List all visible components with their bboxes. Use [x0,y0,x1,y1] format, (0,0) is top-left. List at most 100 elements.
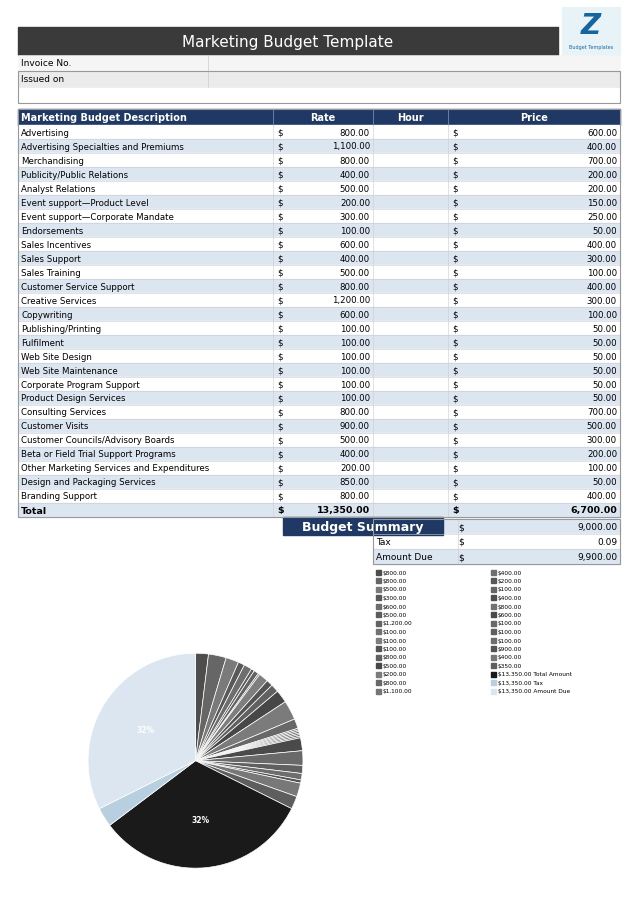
Text: $: $ [452,282,457,291]
Bar [18,420,620,433]
Text: $: $ [277,255,283,263]
Text: $500.00: $500.00 [383,587,407,591]
Text: 100.00: 100.00 [340,324,370,333]
Text: Total: Total [21,506,47,515]
Text: 500.00: 500.00 [587,422,617,431]
Text: 800.00: 800.00 [340,282,370,291]
Bar [376,578,381,583]
Text: $400.00: $400.00 [498,570,523,575]
Bar [491,664,496,668]
Text: 100.00: 100.00 [340,394,370,403]
Text: Hour: Hour [397,113,424,123]
Text: $: $ [452,143,457,152]
Text: 800.00: 800.00 [340,156,370,165]
Text: Customer Visits: Customer Visits [21,422,89,431]
Text: $: $ [277,464,283,473]
Text: Customer Councils/Advisory Boards: Customer Councils/Advisory Boards [21,436,175,445]
Text: $: $ [277,171,283,180]
Text: Price: Price [520,113,548,123]
Text: $: $ [277,380,283,389]
Wedge shape [195,761,301,784]
Text: $: $ [277,240,283,249]
Text: 200.00: 200.00 [587,171,617,180]
Text: $200.00: $200.00 [383,672,407,676]
Text: 100.00: 100.00 [340,352,370,361]
Wedge shape [195,751,303,766]
Text: $: $ [452,380,457,389]
Wedge shape [195,674,260,761]
Text: 50.00: 50.00 [592,394,617,403]
Text: 100.00: 100.00 [587,268,617,277]
Bar [373,535,620,549]
Bar [491,655,496,660]
Text: 250.00: 250.00 [587,212,617,221]
Bar [18,72,620,104]
Wedge shape [195,761,297,809]
Text: 850.00: 850.00 [340,478,370,487]
Text: 500.00: 500.00 [340,436,370,445]
Wedge shape [195,655,226,761]
Text: $100.00: $100.00 [498,629,522,634]
Wedge shape [195,736,300,761]
Bar [18,461,620,476]
Text: Web Site Design: Web Site Design [21,352,92,361]
Bar [18,237,620,252]
Text: $800.00: $800.00 [383,655,407,660]
Bar [18,154,620,168]
Text: $800.00: $800.00 [383,570,407,575]
Text: 100.00: 100.00 [340,366,370,375]
Text: 0.09: 0.09 [597,537,617,546]
Text: $600.00: $600.00 [383,604,407,609]
Bar [491,570,496,575]
Text: 300.00: 300.00 [587,296,617,305]
Text: Merchandising: Merchandising [21,156,84,165]
Bar [491,647,496,651]
Text: $400.00: $400.00 [498,595,523,600]
Text: Amount Due: Amount Due [376,553,433,562]
Wedge shape [195,738,302,761]
Bar [18,209,620,224]
Text: $13,350.00 Amount Due: $13,350.00 Amount Due [498,689,570,694]
Bar [18,392,620,405]
Text: $: $ [452,255,457,263]
Text: 900.00: 900.00 [340,422,370,431]
Bar [18,140,620,154]
Bar [18,336,620,349]
Bar [18,28,558,56]
Bar [373,519,620,535]
Text: $13,350.00 Tax: $13,350.00 Tax [498,680,543,685]
Bar [376,664,381,668]
Text: Consulting Services: Consulting Services [21,408,106,417]
Text: 200.00: 200.00 [587,450,617,459]
Text: 100.00: 100.00 [587,310,617,319]
Bar [491,638,496,643]
Text: 200.00: 200.00 [340,464,370,473]
Text: Fulfilment: Fulfilment [21,338,64,347]
Text: $900.00: $900.00 [498,647,523,651]
Wedge shape [88,654,195,809]
Text: $100.00: $100.00 [498,638,522,643]
Text: 600.00: 600.00 [587,128,617,137]
Bar [18,476,620,489]
Text: $: $ [277,282,283,291]
Text: $100.00: $100.00 [383,638,407,643]
Text: $: $ [277,352,283,361]
Text: 300.00: 300.00 [587,255,617,263]
Text: Advertising: Advertising [21,128,70,137]
Text: $: $ [277,394,283,403]
Text: Corporate Program Support: Corporate Program Support [21,380,140,389]
Text: 700.00: 700.00 [587,408,617,417]
Text: Sales Incentives: Sales Incentives [21,240,91,249]
Text: $: $ [277,143,283,152]
Bar [18,168,620,182]
Text: Sales Training: Sales Training [21,268,81,277]
Bar [18,280,620,293]
Text: $300.00: $300.00 [383,595,407,600]
Text: $800.00: $800.00 [383,680,407,685]
Bar [18,196,620,209]
Text: 13,350.00: 13,350.00 [317,506,370,515]
Bar [376,621,381,626]
Text: $: $ [452,450,457,459]
Text: $100.00: $100.00 [498,587,522,591]
Text: 400.00: 400.00 [587,282,617,291]
